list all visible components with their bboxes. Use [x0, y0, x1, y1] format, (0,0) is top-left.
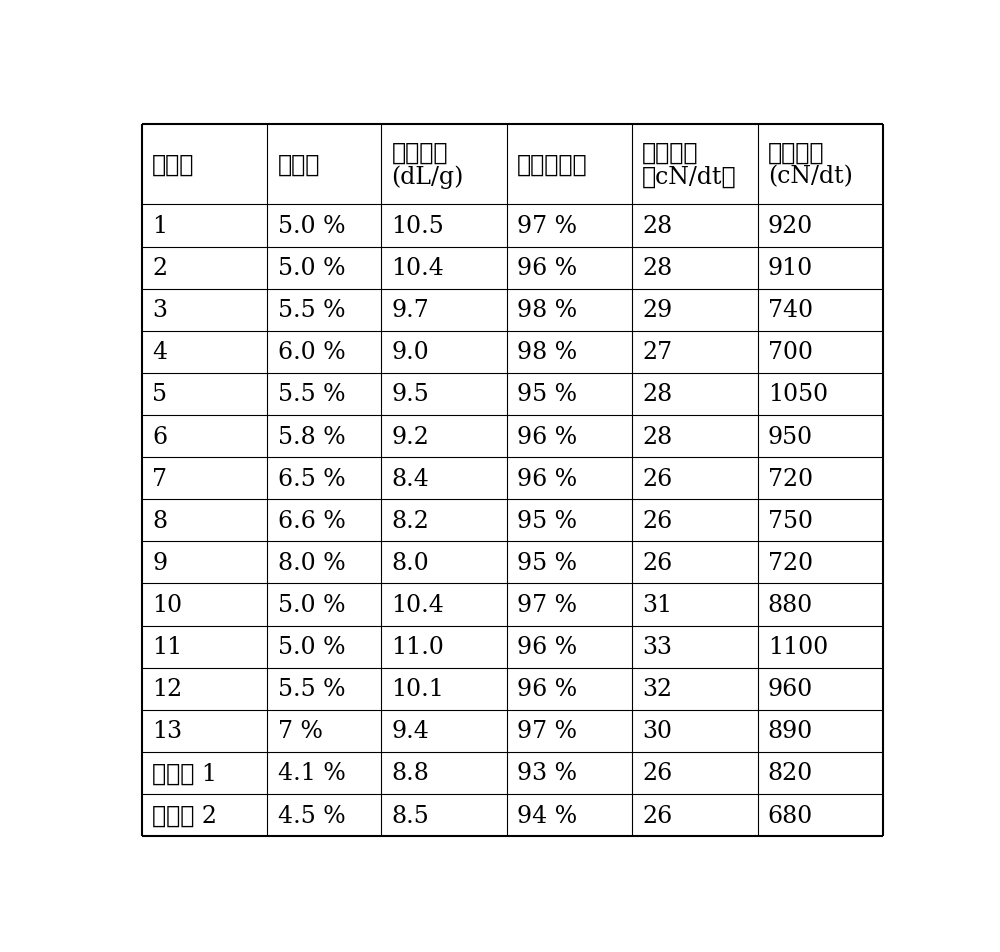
- Text: 5.5 %: 5.5 %: [278, 678, 345, 701]
- Text: 94 %: 94 %: [517, 803, 577, 826]
- Text: 9: 9: [152, 551, 167, 574]
- Text: 10.5: 10.5: [391, 215, 444, 238]
- Text: 11: 11: [152, 636, 182, 659]
- Text: 96 %: 96 %: [517, 257, 577, 280]
- Text: 5.0 %: 5.0 %: [278, 215, 345, 238]
- Text: 对比例 2: 对比例 2: [152, 803, 217, 826]
- Text: 10: 10: [152, 593, 182, 616]
- Text: 13: 13: [152, 720, 182, 743]
- Text: 3: 3: [152, 299, 167, 322]
- Text: 2: 2: [152, 257, 167, 280]
- Text: 4.1 %: 4.1 %: [278, 762, 345, 784]
- Text: 5.0 %: 5.0 %: [278, 636, 345, 659]
- Text: 11.0: 11.0: [391, 636, 444, 659]
- Text: 实施例: 实施例: [152, 153, 194, 177]
- Text: 7: 7: [152, 467, 167, 490]
- Text: 1100: 1100: [768, 636, 828, 659]
- Text: 26: 26: [642, 467, 673, 490]
- Text: 26: 26: [642, 509, 673, 532]
- Text: 96 %: 96 %: [517, 678, 577, 701]
- Text: 8.8: 8.8: [391, 762, 429, 784]
- Text: 7 %: 7 %: [278, 720, 322, 743]
- Text: 9.5: 9.5: [391, 383, 429, 406]
- Text: 96 %: 96 %: [517, 426, 577, 448]
- Text: 6.0 %: 6.0 %: [278, 341, 345, 364]
- Text: 97 %: 97 %: [517, 215, 577, 238]
- Text: 10.1: 10.1: [391, 678, 444, 701]
- Text: 98 %: 98 %: [517, 341, 577, 364]
- Text: 98 %: 98 %: [517, 299, 577, 322]
- Text: 8.0 %: 8.0 %: [278, 551, 345, 574]
- Text: 4: 4: [152, 341, 167, 364]
- Text: 28: 28: [642, 257, 673, 280]
- Text: 10.4: 10.4: [391, 593, 444, 616]
- Text: 96 %: 96 %: [517, 467, 577, 490]
- Text: 特性粘数: 特性粘数: [391, 142, 448, 165]
- Text: 9.0: 9.0: [391, 341, 429, 364]
- Text: (dL/g): (dL/g): [391, 166, 464, 188]
- Text: 680: 680: [768, 803, 813, 826]
- Text: 9.7: 9.7: [391, 299, 429, 322]
- Text: 93 %: 93 %: [517, 762, 577, 784]
- Text: 820: 820: [768, 762, 813, 784]
- Text: 95 %: 95 %: [517, 509, 577, 532]
- Text: 9.4: 9.4: [391, 720, 429, 743]
- Text: 960: 960: [768, 678, 813, 701]
- Text: 4.5 %: 4.5 %: [278, 803, 345, 826]
- Text: 96 %: 96 %: [517, 636, 577, 659]
- Text: 31: 31: [642, 593, 672, 616]
- Text: 28: 28: [642, 215, 673, 238]
- Text: 12: 12: [152, 678, 182, 701]
- Text: 溶剂回收率: 溶剂回收率: [517, 153, 588, 177]
- Text: 8.2: 8.2: [391, 509, 429, 532]
- Text: (cN/dt): (cN/dt): [768, 166, 853, 188]
- Text: 97 %: 97 %: [517, 720, 577, 743]
- Text: 30: 30: [642, 720, 672, 743]
- Text: 8: 8: [152, 509, 167, 532]
- Text: 5.0 %: 5.0 %: [278, 593, 345, 616]
- Text: 27: 27: [642, 341, 672, 364]
- Text: 5.5 %: 5.5 %: [278, 383, 345, 406]
- Text: 对比例 1: 对比例 1: [152, 762, 217, 784]
- Text: 固含量: 固含量: [278, 153, 320, 177]
- Text: 9.2: 9.2: [391, 426, 429, 448]
- Text: 8.4: 8.4: [391, 467, 429, 490]
- Text: 初始模量: 初始模量: [768, 142, 824, 165]
- Text: 29: 29: [642, 299, 673, 322]
- Text: 5.8 %: 5.8 %: [278, 426, 345, 448]
- Text: 8.5: 8.5: [391, 803, 429, 826]
- Text: 32: 32: [642, 678, 672, 701]
- Text: 28: 28: [642, 383, 673, 406]
- Text: 5.5 %: 5.5 %: [278, 299, 345, 322]
- Text: 950: 950: [768, 426, 813, 448]
- Text: （cN/dt）: （cN/dt）: [642, 166, 737, 188]
- Text: 33: 33: [642, 636, 672, 659]
- Text: 拉伸强度: 拉伸强度: [642, 142, 699, 165]
- Text: 8.0: 8.0: [391, 551, 429, 574]
- Text: 95 %: 95 %: [517, 551, 577, 574]
- Text: 1050: 1050: [768, 383, 828, 406]
- Text: 890: 890: [768, 720, 813, 743]
- Text: 6: 6: [152, 426, 167, 448]
- Text: 10.4: 10.4: [391, 257, 444, 280]
- Text: 750: 750: [768, 509, 813, 532]
- Text: 720: 720: [768, 551, 813, 574]
- Text: 26: 26: [642, 551, 673, 574]
- Text: 720: 720: [768, 467, 813, 490]
- Text: 26: 26: [642, 762, 673, 784]
- Text: 700: 700: [768, 341, 813, 364]
- Text: 6.5 %: 6.5 %: [278, 467, 345, 490]
- Text: 95 %: 95 %: [517, 383, 577, 406]
- Text: 920: 920: [768, 215, 813, 238]
- Text: 5: 5: [152, 383, 167, 406]
- Text: 910: 910: [768, 257, 813, 280]
- Text: 97 %: 97 %: [517, 593, 577, 616]
- Text: 740: 740: [768, 299, 813, 322]
- Text: 1: 1: [152, 215, 167, 238]
- Text: 6.6 %: 6.6 %: [278, 509, 345, 532]
- Text: 880: 880: [768, 593, 813, 616]
- Text: 28: 28: [642, 426, 673, 448]
- Text: 26: 26: [642, 803, 673, 826]
- Text: 5.0 %: 5.0 %: [278, 257, 345, 280]
